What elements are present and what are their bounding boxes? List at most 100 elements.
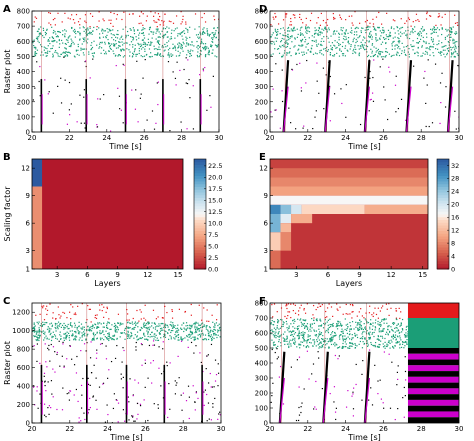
spike-dot: [69, 35, 71, 37]
spike-dot: [374, 53, 377, 56]
spike-dot: [408, 37, 411, 40]
spike-dot: [294, 343, 296, 345]
spike-dot: [172, 71, 174, 73]
spike-dot: [99, 37, 101, 39]
spike-dot: [217, 324, 219, 327]
spike-dot: [143, 41, 145, 43]
spike-dot: [135, 324, 137, 326]
spike-dot: [270, 322, 272, 324]
spike-dot: [118, 41, 120, 43]
spike-dot: [302, 22, 304, 24]
heatmap-cell: [280, 223, 292, 233]
spike-dot: [377, 320, 379, 323]
colorbar-step: [437, 167, 449, 171]
spike-dot: [80, 122, 82, 124]
x-tick-label: 22: [65, 134, 74, 142]
spike-dot: [381, 318, 383, 321]
spike-dot: [200, 53, 202, 56]
x-tick-label: 24: [102, 134, 111, 142]
spike-dot: [300, 33, 302, 36]
spike-dot: [357, 327, 359, 329]
spike-dot: [406, 325, 408, 327]
spike-dot: [303, 338, 305, 341]
spike-dot: [342, 53, 345, 55]
spike-dot: [326, 316, 328, 318]
spike-dot: [335, 418, 337, 421]
spike-dot: [34, 16, 36, 18]
spike-dot: [366, 321, 368, 323]
spike-dot: [336, 303, 338, 305]
spike-dot: [418, 40, 421, 43]
spike-dot: [182, 18, 184, 21]
spike-dot: [78, 54, 80, 56]
spike-dot: [98, 43, 101, 45]
spike-dot: [142, 46, 144, 49]
spike-dot: [141, 39, 144, 41]
spike-dot: [194, 13, 197, 15]
spike-dot: [88, 329, 91, 331]
spike-dot: [207, 34, 209, 36]
spike-dot: [395, 318, 397, 320]
spike-dot: [34, 328, 36, 331]
spike-dot: [400, 346, 403, 349]
spike-dot: [372, 325, 374, 327]
spike-dot: [313, 36, 315, 38]
spike-dot: [189, 97, 191, 99]
spike-dot: [271, 304, 273, 306]
spike-dot: [156, 82, 158, 84]
spike-dot: [190, 314, 192, 316]
spike-dot: [299, 319, 301, 321]
spike-dot: [182, 31, 184, 33]
spike-dot: [114, 357, 117, 360]
spike-dot: [300, 18, 302, 21]
spike-dot: [143, 34, 145, 37]
spike-dot: [342, 38, 345, 40]
spike-dot: [119, 324, 121, 326]
spike-dot: [149, 27, 151, 29]
spike-dot: [148, 27, 151, 29]
spike-dot: [117, 313, 120, 315]
spike-dot: [195, 34, 198, 36]
spike-dot: [208, 51, 210, 54]
spike-dot: [172, 54, 174, 56]
spike-dot: [271, 319, 273, 322]
spike-dot: [384, 50, 387, 53]
colorbar-step: [437, 255, 449, 259]
spike-dot: [292, 319, 294, 322]
spike-dot: [384, 337, 386, 340]
spike-dot: [205, 338, 207, 340]
spike-dot: [112, 34, 114, 36]
spike-dot: [374, 29, 377, 31]
spike-dot: [168, 40, 170, 42]
spike-dot: [151, 322, 153, 324]
spike-dot: [343, 32, 346, 34]
spike-dot: [455, 45, 457, 48]
spike-dot: [309, 19, 312, 22]
spike-dot: [406, 341, 408, 343]
spike-dot: [389, 31, 391, 34]
spike-dot: [319, 346, 321, 348]
spike-dot: [366, 29, 368, 31]
spike-dot: [345, 313, 347, 315]
spike-dot: [155, 32, 157, 34]
spike-dot: [296, 334, 298, 337]
spike-dot: [426, 12, 428, 15]
colorbar-step: [194, 161, 206, 165]
spike-dot: [111, 422, 114, 423]
spike-dot: [99, 332, 101, 334]
spike-dot: [114, 329, 116, 332]
spike-dot: [438, 40, 440, 42]
spike-dot: [331, 324, 333, 326]
colorbar-step: [437, 211, 449, 215]
spike-dot: [114, 325, 116, 327]
spike-dot: [273, 327, 276, 329]
spike-dot: [73, 55, 76, 57]
spike-dot: [48, 331, 50, 333]
spike-dot: [205, 54, 207, 56]
spike-dot: [93, 335, 95, 337]
spike-dot: [47, 39, 50, 41]
spike-dot: [208, 49, 210, 52]
y-tick-label: 0: [264, 129, 268, 137]
spike-dot: [129, 44, 131, 46]
spike-dot: [144, 50, 146, 52]
